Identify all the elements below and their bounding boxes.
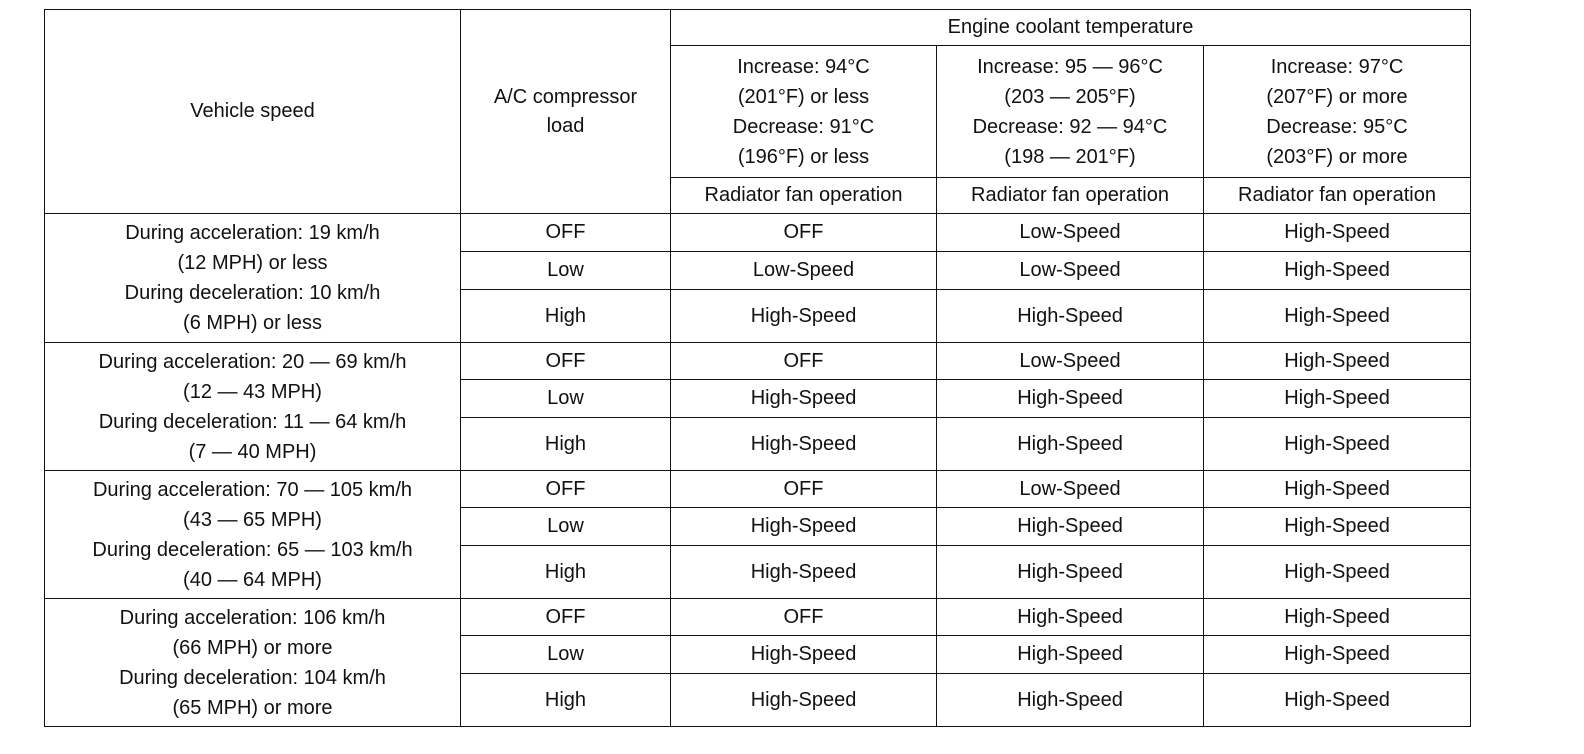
fan-operation-cell: High-Speed [936,635,1204,674]
speed-line: (43 — 65 MPH) [183,508,322,531]
fan-operation-header-1: Radiator fan operation [670,177,937,214]
ac-load-cell: OFF [460,213,671,252]
ac-load-cell: OFF [460,470,671,508]
fan-operation-cell: High-Speed [936,417,1204,471]
vehicle-speed-cell: During acceleration: 19 km/h (12 MPH) or… [44,213,461,343]
fan-operation-cell: OFF [670,213,937,252]
speed-line: (66 MPH) or more [172,636,333,659]
fan-operation-cell: High-Speed [670,635,937,674]
fan-operation-cell: Low-Speed [936,251,1204,290]
fan-operation-header-2: Radiator fan operation [936,177,1204,214]
fan-operation-cell: High-Speed [1202,598,1472,636]
ac-load-cell: High [460,673,671,727]
fan-operation-cell: Low-Speed [936,470,1204,508]
speed-line: During acceleration: 70 — 105 km/h [92,478,413,501]
condition-line: (207°F) or more [1266,85,1408,108]
fan-operation-cell: High-Speed [936,598,1204,636]
radiator-fan-table: Vehicle speed A/C compressor load Engine… [44,9,1472,727]
fan-operation-cell: High-Speed [936,507,1204,546]
ac-load-cell: OFF [460,598,671,636]
ac-load-cell: High [460,289,671,343]
fan-operation-cell: High-Speed [1202,507,1472,546]
speed-line: During deceleration: 11 — 64 km/h [98,410,407,433]
condition-line: (203°F) or more [1266,145,1408,168]
fan-operation-cell: Low-Speed [936,213,1204,252]
speed-line: (40 — 64 MPH) [183,568,322,591]
fan-operation-cell: High-Speed [1202,251,1472,290]
ac-load-header-line2: load [546,114,585,137]
ac-load-cell: OFF [460,342,671,380]
condition-header-2: Increase: 95 — 96°C (203 — 205°F) Decrea… [936,45,1204,178]
vehicle-speed-cell: During acceleration: 20 — 69 km/h (12 — … [44,342,461,471]
condition-line: Decrease: 91°C [732,115,875,138]
fan-operation-cell: OFF [670,470,937,508]
fan-operation-cell: High-Speed [1202,417,1472,471]
ac-load-header: A/C compressor load [460,9,671,214]
speed-line: (12 MPH) or less [177,252,328,274]
speed-line: During acceleration: 19 km/h [125,222,380,244]
fan-operation-cell: High-Speed [1202,289,1472,343]
speed-line: During deceleration: 10 km/h [124,282,381,304]
fan-operation-cell: High-Speed [670,545,937,599]
condition-header-3: Increase: 97°C (207°F) or more Decrease:… [1202,45,1472,178]
condition-header-1: Increase: 94°C (201°F) or less Decrease:… [670,45,937,178]
fan-operation-cell: Low-Speed [936,342,1204,380]
fan-operation-cell: High-Speed [670,379,937,418]
engine-coolant-header-text: Engine coolant temperature [947,16,1194,38]
fan-operation-cell: High-Speed [1202,635,1472,674]
fan-operation-cell: Low-Speed [670,251,937,290]
fan-operation-cell: High-Speed [936,379,1204,418]
condition-line: (203 — 205°F) [1004,85,1136,108]
condition-line: Decrease: 92 — 94°C [972,115,1168,138]
ac-load-cell: Low [460,507,671,546]
fan-operation-cell: High-Speed [936,289,1204,343]
condition-line: (196°F) or less [737,145,870,168]
condition-line: (201°F) or less [737,85,870,108]
fan-operation-cell: High-Speed [1202,379,1472,418]
fan-operation-cell: High-Speed [670,289,937,343]
speed-line: (12 — 43 MPH) [183,380,322,403]
fan-operation-cell: High-Speed [670,417,937,471]
fan-operation-cell: High-Speed [1202,545,1472,599]
condition-line: (198 — 201°F) [1004,145,1136,168]
fan-operation-cell: High-Speed [936,673,1204,727]
ac-load-cell: Low [460,635,671,674]
fan-operation-cell: High-Speed [670,673,937,727]
speed-line: (6 MPH) or less [183,312,322,334]
fan-operation-cell: High-Speed [936,545,1204,599]
fan-operation-cell: OFF [670,598,937,636]
vehicle-speed-cell: During acceleration: 70 — 105 km/h (43 —… [44,470,461,599]
fan-operation-cell: High-Speed [1202,342,1472,380]
ac-load-cell: Low [460,251,671,290]
speed-line: During acceleration: 20 — 69 km/h [98,350,407,373]
speed-line: (65 MPH) or more [172,696,333,719]
fan-operation-cell: High-Speed [1202,673,1472,727]
fan-operation-cell: High-Speed [670,507,937,546]
condition-line: Increase: 94°C [737,55,870,78]
condition-line: Increase: 95 — 96°C [977,55,1163,78]
fan-operation-header-3: Radiator fan operation [1202,177,1472,214]
condition-line: Increase: 97°C [1270,55,1404,78]
speed-line: During acceleration: 106 km/h [119,606,386,629]
engine-coolant-header: Engine coolant temperature [669,9,1472,46]
condition-line: Decrease: 95°C [1266,115,1408,138]
ac-load-cell: High [460,545,671,599]
fan-operation-cell: High-Speed [1202,213,1472,252]
speed-line: During deceleration: 104 km/h [119,666,386,689]
ac-load-cell: High [460,417,671,471]
speed-line: (7 — 40 MPH) [188,440,317,463]
fan-operation-cell: High-Speed [1202,470,1472,508]
vehicle-speed-cell: During acceleration: 106 km/h (66 MPH) o… [44,598,461,727]
ac-load-header-line1: A/C compressor [493,85,638,108]
speed-line: During deceleration: 65 — 103 km/h [92,538,413,561]
vehicle-speed-header: Vehicle speed [44,9,461,214]
vehicle-speed-header-text: Vehicle speed [190,100,315,122]
fan-operation-cell: OFF [670,342,937,380]
ac-load-cell: Low [460,379,671,418]
